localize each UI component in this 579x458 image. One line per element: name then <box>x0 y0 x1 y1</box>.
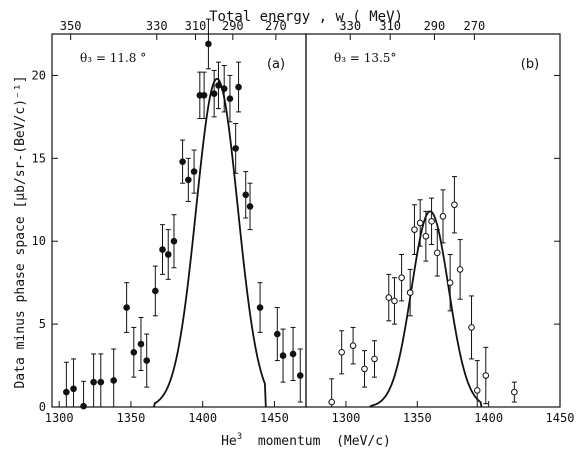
data-point <box>398 274 405 281</box>
x-tick-label: 1300 <box>332 411 361 425</box>
data-point <box>164 251 172 258</box>
data-point <box>200 92 208 99</box>
data-point <box>328 398 335 406</box>
x-tick-label: 1300 <box>45 411 74 425</box>
data-point <box>349 342 357 349</box>
data-point <box>473 387 481 394</box>
top-tick-label: 310 <box>185 19 207 33</box>
data-point <box>256 304 264 311</box>
data-point <box>232 145 239 152</box>
data-point <box>90 378 97 386</box>
data-point <box>411 226 418 233</box>
top-tick-label: 310 <box>379 19 401 33</box>
x-tick-label: 1400 <box>474 411 503 425</box>
data-point <box>179 158 186 165</box>
panels: 1300 1350 1400 1450 350 330 310 290 270 0 5 10 15 20 θ… <box>32 18 575 425</box>
data-point <box>279 352 287 359</box>
data-point <box>110 377 118 384</box>
x-tick-label: 1350 <box>403 411 432 425</box>
data-point <box>422 232 430 240</box>
panel-a: 1300 1350 1400 1450 350 330 310 290 270 0 5 10 15 20 θ… <box>32 18 307 425</box>
data-point <box>433 249 441 257</box>
top-tick-label: 350 <box>60 19 82 33</box>
data-point <box>185 176 192 184</box>
data-point <box>215 82 222 89</box>
data-point <box>143 357 151 364</box>
y-tick-label: 5 <box>39 317 46 331</box>
y-axis-label: Data minus phase space [μb/sr-(BeV/c)⁻¹] <box>13 75 28 388</box>
data-point <box>220 85 228 93</box>
data-point <box>210 90 218 97</box>
x-tick-label: 1450 <box>546 411 575 425</box>
top-tick-label: 290 <box>222 19 244 33</box>
data-point <box>63 388 70 396</box>
data-point <box>511 388 518 396</box>
panel-frame <box>305 33 561 408</box>
top-tick-label: 270 <box>265 19 287 33</box>
data-point <box>468 324 475 331</box>
data-point <box>289 350 297 358</box>
data-point <box>361 365 368 373</box>
data-point <box>70 385 77 393</box>
data-point <box>137 340 145 348</box>
data-point <box>159 246 166 253</box>
data-point <box>205 40 212 48</box>
panel-frame <box>51 33 307 408</box>
y-tick-label: 0 <box>39 400 46 414</box>
data-point <box>406 289 414 296</box>
panel-b: 1300 1350 1400 1450 330 310 290 270 θ₃ = 13.5° (b… <box>305 19 575 425</box>
data-point <box>235 83 242 91</box>
data-point <box>338 348 345 356</box>
y-tick-label: 15 <box>32 151 46 165</box>
data-point <box>456 266 464 273</box>
data-point <box>190 168 198 175</box>
data-point <box>226 95 234 102</box>
data-point <box>391 297 398 305</box>
y-tick-label: 20 <box>32 68 46 82</box>
data-point <box>242 191 250 199</box>
data-point <box>80 402 87 410</box>
top-tick-label: 330 <box>146 19 168 33</box>
theory-curve <box>153 77 267 408</box>
x-axis-label: He3 momentum (MeV/c) <box>221 432 391 449</box>
data-point <box>296 372 304 379</box>
data-point <box>246 203 254 210</box>
top-tick-label: 290 <box>424 19 446 33</box>
data-point <box>273 330 281 338</box>
data-point <box>130 348 138 356</box>
angle-label: θ₃ = 11.8 ° <box>80 51 146 65</box>
data-point <box>439 213 447 220</box>
data-point <box>152 287 159 295</box>
y-tick-label: 10 <box>32 234 46 248</box>
panel-tag: (a) <box>267 57 285 72</box>
data-point <box>482 372 490 379</box>
x-tick-label: 1350 <box>116 411 145 425</box>
data-point <box>451 201 458 209</box>
top-axis-title: Total energy , w ( MeV) <box>209 9 403 25</box>
data-point <box>97 378 105 386</box>
angle-label: θ₃ = 13.5° <box>334 51 396 65</box>
top-tick-label: 270 <box>464 19 486 33</box>
data-point <box>385 294 393 301</box>
x-tick-label: 1400 <box>188 411 217 425</box>
data-point <box>170 237 178 245</box>
panel-tag: (b) <box>521 57 539 72</box>
data-point <box>123 304 130 311</box>
data-point <box>446 279 454 286</box>
data-point <box>416 219 424 227</box>
data-point <box>428 218 435 225</box>
top-tick-label: 330 <box>339 19 361 33</box>
data-point <box>371 355 378 363</box>
x-tick-label: 1450 <box>260 411 289 425</box>
